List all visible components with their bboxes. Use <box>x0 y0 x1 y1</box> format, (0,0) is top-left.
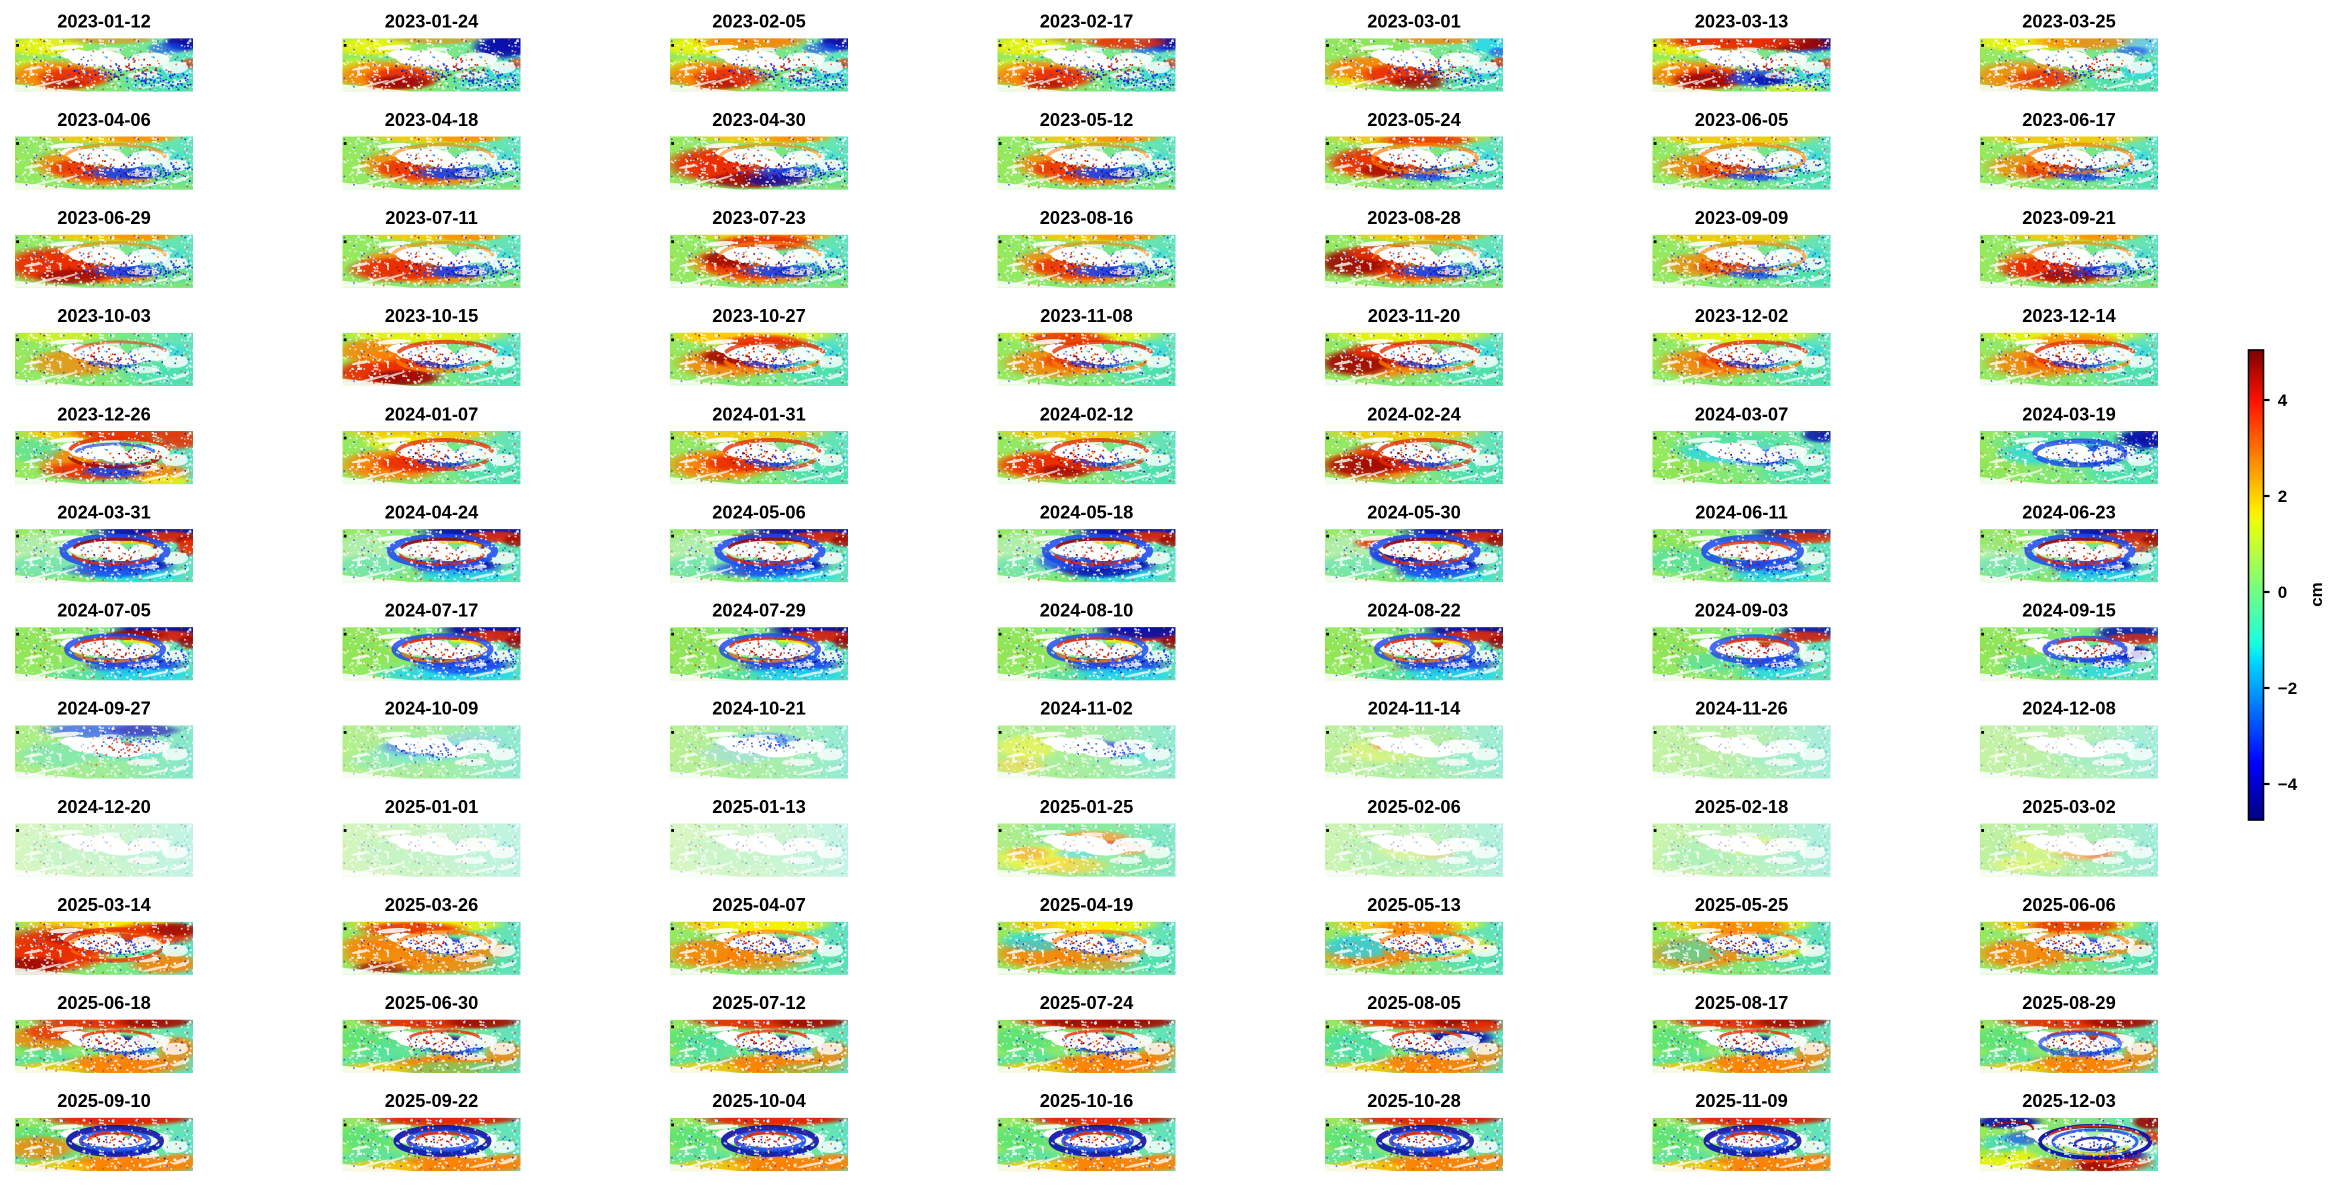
svg-text:2023-03-13: 2023-03-13 <box>1695 11 1789 32</box>
svg-text:2025-02-18: 2025-02-18 <box>1695 796 1789 817</box>
svg-text:2023-07-11: 2023-07-11 <box>385 207 478 228</box>
svg-text:2024-03-31: 2024-03-31 <box>57 501 151 522</box>
svg-text:2023-01-12: 2023-01-12 <box>57 11 151 32</box>
svg-text:2023-12-02: 2023-12-02 <box>1695 305 1789 326</box>
svg-text:2023-12-14: 2023-12-14 <box>2022 305 2116 326</box>
svg-text:2023-11-20: 2023-11-20 <box>1368 305 1461 326</box>
svg-text:2023-11-08: 2023-11-08 <box>1040 305 1133 326</box>
svg-text:0: 0 <box>2278 583 2287 602</box>
svg-text:2024-06-11: 2024-06-11 <box>1695 501 1788 522</box>
svg-text:2024-10-21: 2024-10-21 <box>712 698 806 719</box>
svg-text:2023-08-16: 2023-08-16 <box>1040 207 1134 228</box>
svg-text:2024-12-20: 2024-12-20 <box>57 796 151 817</box>
svg-text:2025-04-19: 2025-04-19 <box>1040 894 1134 915</box>
svg-text:2024-01-07: 2024-01-07 <box>385 403 479 424</box>
svg-text:2024-11-14: 2024-11-14 <box>1368 698 1461 719</box>
svg-text:2023-09-09: 2023-09-09 <box>1695 207 1789 228</box>
svg-text:2023-05-12: 2023-05-12 <box>1040 109 1134 130</box>
svg-text:2025-07-12: 2025-07-12 <box>712 992 806 1013</box>
svg-text:2025-12-03: 2025-12-03 <box>2022 1090 2116 1111</box>
svg-text:2025-01-25: 2025-01-25 <box>1040 796 1134 817</box>
svg-text:2025-08-29: 2025-08-29 <box>2022 992 2116 1013</box>
svg-text:2025-05-25: 2025-05-25 <box>1695 894 1789 915</box>
svg-text:2025-03-26: 2025-03-26 <box>385 894 479 915</box>
svg-text:2023-02-17: 2023-02-17 <box>1040 11 1134 32</box>
svg-text:2023-05-24: 2023-05-24 <box>1367 109 1461 130</box>
svg-text:2025-06-30: 2025-06-30 <box>385 992 479 1013</box>
svg-text:4: 4 <box>2278 391 2288 410</box>
svg-text:2023-06-05: 2023-06-05 <box>1695 109 1789 130</box>
svg-text:2023-10-15: 2023-10-15 <box>385 305 479 326</box>
svg-text:−4: −4 <box>2278 775 2298 794</box>
svg-text:2023-10-03: 2023-10-03 <box>57 305 151 326</box>
svg-text:2024-05-06: 2024-05-06 <box>712 501 806 522</box>
svg-text:2025-07-24: 2025-07-24 <box>1040 992 1134 1013</box>
svg-text:2025-02-06: 2025-02-06 <box>1367 796 1461 817</box>
svg-text:2025-10-04: 2025-10-04 <box>712 1090 806 1111</box>
svg-text:2023-04-06: 2023-04-06 <box>57 109 151 130</box>
svg-text:2023-08-28: 2023-08-28 <box>1367 207 1461 228</box>
svg-text:2024-08-22: 2024-08-22 <box>1367 600 1461 621</box>
svg-text:2025-01-01: 2025-01-01 <box>385 796 479 817</box>
svg-text:2023-07-23: 2023-07-23 <box>712 207 806 228</box>
svg-text:2024-03-07: 2024-03-07 <box>1695 403 1789 424</box>
svg-text:2024-07-05: 2024-07-05 <box>57 600 151 621</box>
svg-text:2024-02-12: 2024-02-12 <box>1040 403 1134 424</box>
svg-text:2024-02-24: 2024-02-24 <box>1367 403 1461 424</box>
svg-text:2025-03-14: 2025-03-14 <box>57 894 151 915</box>
svg-text:2023-04-18: 2023-04-18 <box>385 109 479 130</box>
svg-text:2023-10-27: 2023-10-27 <box>712 305 806 326</box>
svg-text:2023-12-26: 2023-12-26 <box>57 403 151 424</box>
svg-text:2023-03-01: 2023-03-01 <box>1367 11 1461 32</box>
svg-text:2025-05-13: 2025-05-13 <box>1367 894 1461 915</box>
svg-text:2024-07-29: 2024-07-29 <box>712 600 806 621</box>
svg-text:2023-09-21: 2023-09-21 <box>2022 207 2116 228</box>
svg-text:2024-09-03: 2024-09-03 <box>1695 600 1789 621</box>
svg-text:2024-07-17: 2024-07-17 <box>385 600 479 621</box>
svg-text:2025-08-05: 2025-08-05 <box>1367 992 1461 1013</box>
svg-text:2023-02-05: 2023-02-05 <box>712 11 806 32</box>
svg-text:−2: −2 <box>2278 679 2297 698</box>
svg-text:2023-03-25: 2023-03-25 <box>2022 11 2116 32</box>
svg-text:2024-11-26: 2024-11-26 <box>1695 698 1788 719</box>
svg-text:2024-12-08: 2024-12-08 <box>2022 698 2116 719</box>
svg-text:2025-03-02: 2025-03-02 <box>2022 796 2116 817</box>
svg-text:2025-10-16: 2025-10-16 <box>1040 1090 1134 1111</box>
svg-text:2024-09-15: 2024-09-15 <box>2022 600 2116 621</box>
svg-text:2024-10-09: 2024-10-09 <box>385 698 479 719</box>
svg-text:2024-01-31: 2024-01-31 <box>712 403 806 424</box>
svg-text:2025-11-09: 2025-11-09 <box>1695 1090 1788 1111</box>
svg-text:2024-05-18: 2024-05-18 <box>1040 501 1134 522</box>
svg-text:2025-06-06: 2025-06-06 <box>2022 894 2116 915</box>
svg-text:2025-08-17: 2025-08-17 <box>1695 992 1789 1013</box>
svg-text:2024-03-19: 2024-03-19 <box>2022 403 2116 424</box>
svg-text:2025-09-22: 2025-09-22 <box>385 1090 479 1111</box>
svg-text:2024-06-23: 2024-06-23 <box>2022 501 2116 522</box>
svg-text:2023-06-17: 2023-06-17 <box>2022 109 2116 130</box>
svg-text:2024-04-24: 2024-04-24 <box>385 501 479 522</box>
svg-text:2024-05-30: 2024-05-30 <box>1367 501 1461 522</box>
svg-text:2024-08-10: 2024-08-10 <box>1040 600 1134 621</box>
svg-text:2025-06-18: 2025-06-18 <box>57 992 151 1013</box>
svg-text:2025-04-07: 2025-04-07 <box>712 894 806 915</box>
svg-text:2025-01-13: 2025-01-13 <box>712 796 806 817</box>
svg-text:2024-11-02: 2024-11-02 <box>1040 698 1133 719</box>
svg-text:2023-06-29: 2023-06-29 <box>57 207 151 228</box>
svg-text:2023-01-24: 2023-01-24 <box>385 11 479 32</box>
svg-text:2023-04-30: 2023-04-30 <box>712 109 806 130</box>
svg-text:2024-09-27: 2024-09-27 <box>57 698 151 719</box>
svg-text:2025-09-10: 2025-09-10 <box>57 1090 151 1111</box>
svg-text:2: 2 <box>2278 487 2287 506</box>
svg-text:cm: cm <box>2307 582 2326 607</box>
svg-text:2025-10-28: 2025-10-28 <box>1367 1090 1461 1111</box>
